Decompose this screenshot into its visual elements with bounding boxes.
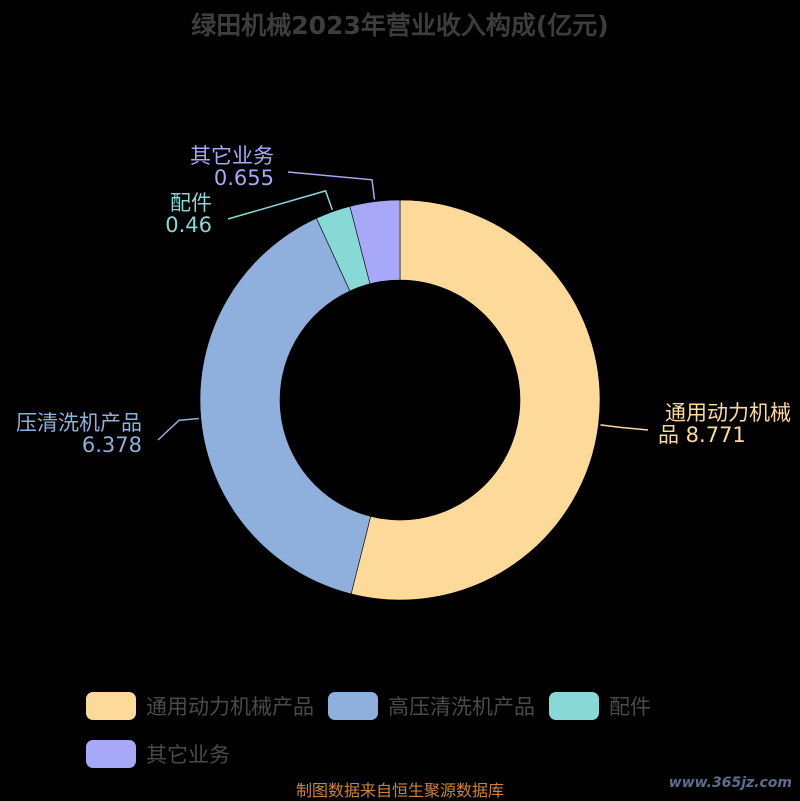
leader-lines-group bbox=[157, 171, 649, 441]
legend-item[interactable]: 高压清洗机产品 bbox=[328, 688, 535, 724]
slice-label-line: 通用动力机械 bbox=[665, 401, 791, 425]
leader-line-3 bbox=[287, 171, 376, 200]
slice-label-line: 其它业务 bbox=[190, 144, 274, 168]
slice-label-0: 通用动力机械品 8.771 bbox=[658, 401, 791, 447]
slice-1 bbox=[199, 217, 372, 595]
slice-0 bbox=[350, 199, 601, 601]
source-note: 制图数据来自恒生聚源数据库 bbox=[295, 781, 504, 800]
slice-label-2: 配件 0.46 bbox=[165, 191, 212, 237]
legend-swatch bbox=[86, 740, 136, 768]
leader-line-0 bbox=[600, 424, 649, 431]
leader-line-2 bbox=[227, 189, 333, 220]
legend-swatch bbox=[328, 692, 378, 720]
slice-label-line: 压清洗机产品 bbox=[16, 411, 142, 435]
legend: 通用动力机械产品 高压清洗机产品 配件其它业务 bbox=[86, 688, 786, 784]
legend-item[interactable]: 其它业务 bbox=[86, 736, 230, 772]
legend-label: 高压清洗机产品 bbox=[388, 695, 535, 719]
legend-label: 通用动力机械产品 bbox=[146, 695, 314, 719]
slice-label-3: 其它业务 0.655 bbox=[190, 144, 274, 190]
legend-swatch bbox=[549, 692, 599, 720]
legend-item[interactable]: 通用动力机械产品 bbox=[86, 688, 314, 724]
slice-label-line: 6.378 bbox=[82, 433, 142, 457]
watermark: www.365jz.com bbox=[668, 775, 792, 791]
legend-swatch bbox=[86, 692, 136, 720]
slice-label-line: 0.46 bbox=[165, 213, 212, 237]
legend-item[interactable]: 配件 bbox=[549, 688, 651, 724]
legend-label: 其它业务 bbox=[146, 743, 230, 767]
slice-label-line: 品 8.771 bbox=[658, 423, 746, 447]
leader-line-1 bbox=[157, 417, 199, 441]
slice-label-line: 配件 bbox=[170, 191, 212, 215]
slice-label-1: 压清洗机产品 6.378 bbox=[16, 411, 142, 457]
chart-title: 绿田机械2023年营业收入构成(亿元) bbox=[191, 11, 609, 40]
slices-group bbox=[199, 199, 601, 601]
slice-3 bbox=[349, 199, 401, 285]
slice-label-line: 0.655 bbox=[214, 166, 274, 190]
legend-label: 配件 bbox=[609, 695, 651, 719]
